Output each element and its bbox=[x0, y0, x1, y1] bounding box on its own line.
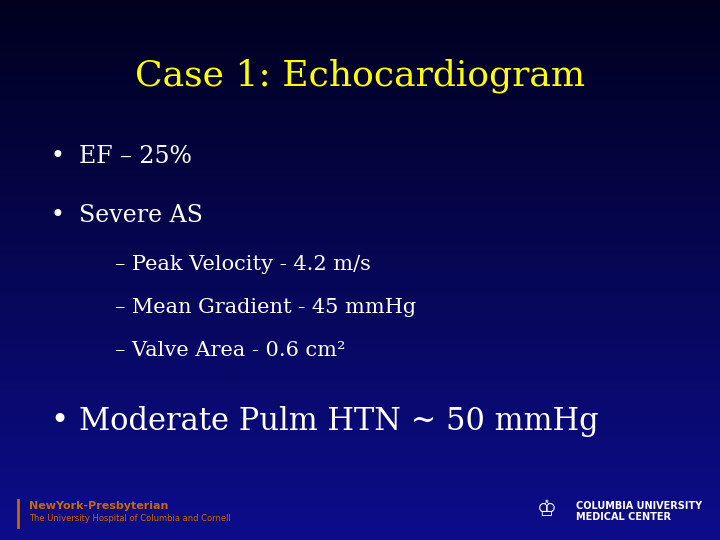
Text: – Valve Area - 0.6 cm²: – Valve Area - 0.6 cm² bbox=[115, 341, 346, 361]
Text: Moderate Pulm HTN ~ 50 mmHg: Moderate Pulm HTN ~ 50 mmHg bbox=[79, 406, 599, 437]
Text: – Mean Gradient - 45 mmHg: – Mean Gradient - 45 mmHg bbox=[115, 298, 416, 318]
Text: MEDICAL CENTER: MEDICAL CENTER bbox=[576, 512, 671, 522]
Text: – Peak Velocity - 4.2 m/s: – Peak Velocity - 4.2 m/s bbox=[115, 255, 371, 274]
Text: EF – 25%: EF – 25% bbox=[79, 145, 192, 168]
Text: The University Hospital of Columbia and Cornell: The University Hospital of Columbia and … bbox=[29, 514, 230, 523]
Text: Case 1: Echocardiogram: Case 1: Echocardiogram bbox=[135, 58, 585, 93]
Text: NewYork-Presbyterian: NewYork-Presbyterian bbox=[29, 501, 168, 511]
Text: COLUMBIA UNIVERSITY: COLUMBIA UNIVERSITY bbox=[576, 501, 702, 511]
Text: •: • bbox=[50, 145, 64, 168]
Text: •: • bbox=[50, 205, 64, 227]
Text: Severe AS: Severe AS bbox=[79, 205, 203, 227]
Text: •: • bbox=[50, 406, 68, 437]
Text: ♔: ♔ bbox=[537, 500, 557, 521]
